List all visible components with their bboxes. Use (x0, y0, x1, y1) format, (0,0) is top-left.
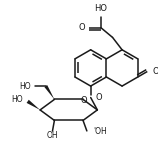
Text: 'OH: 'OH (94, 127, 107, 136)
Text: O: O (95, 93, 102, 102)
Text: O: O (78, 23, 85, 32)
Text: HO: HO (11, 95, 23, 104)
Polygon shape (27, 100, 40, 110)
Text: OH: OH (47, 131, 58, 140)
Text: O: O (81, 96, 87, 105)
Polygon shape (44, 85, 54, 99)
Text: O: O (152, 67, 158, 76)
Text: HO: HO (19, 82, 30, 91)
Text: HO: HO (94, 4, 107, 13)
